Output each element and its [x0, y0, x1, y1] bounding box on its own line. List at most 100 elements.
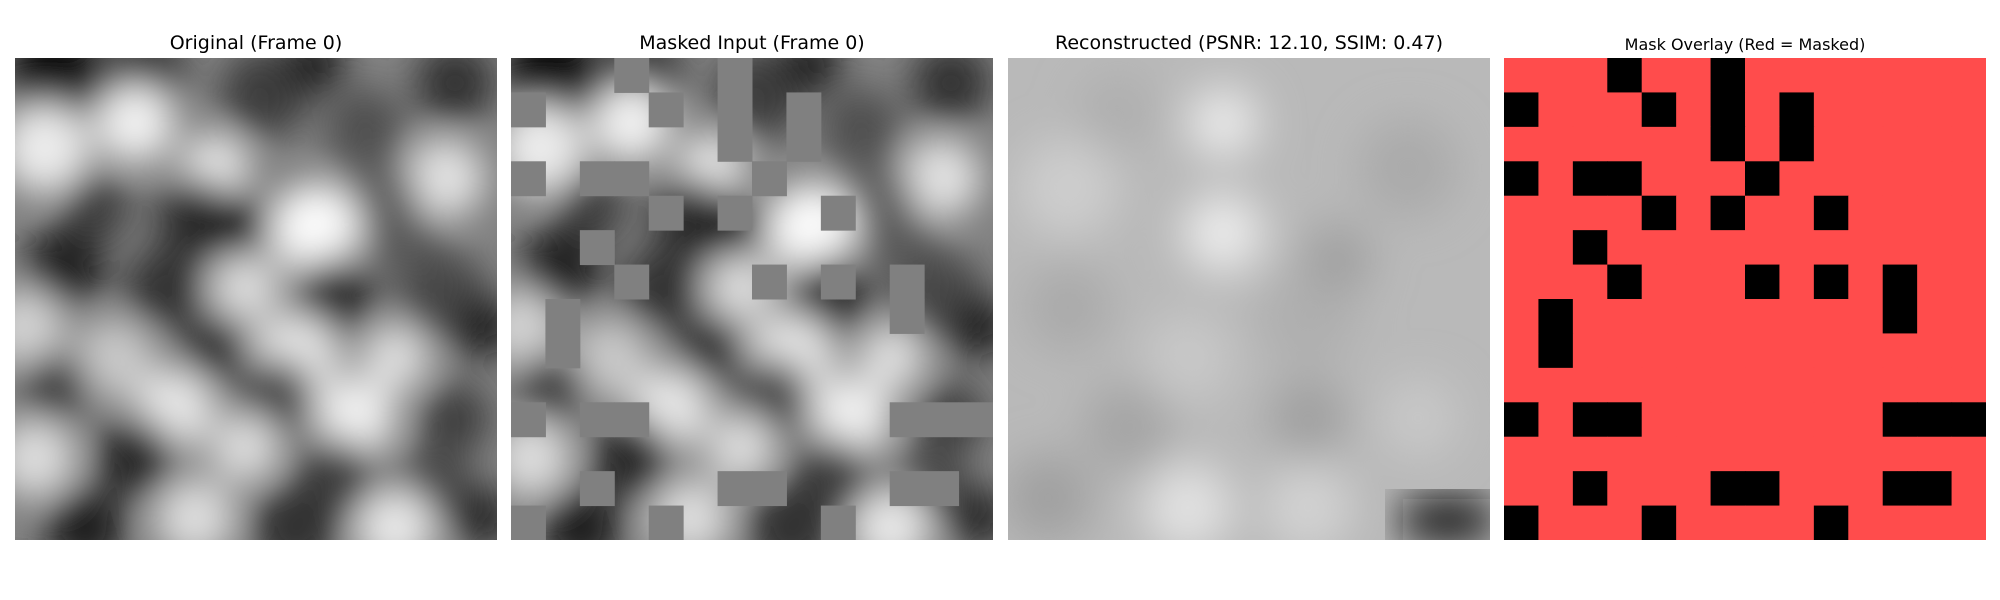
overlay-cell-masked [1538, 230, 1574, 266]
overlay-cell-masked [1607, 471, 1643, 507]
overlay-cell-masked [1951, 367, 1986, 403]
overlay-cell-masked [1676, 333, 1712, 369]
overlay-cell-masked [1676, 92, 1712, 128]
overlay-cell-masked [1641, 367, 1677, 403]
mask-patch [511, 92, 546, 128]
overlay-cell-masked [1504, 471, 1539, 507]
overlay-cell-visible [1745, 471, 1780, 507]
overlay-cell-masked [1813, 299, 1849, 334]
overlay-cell-visible [1538, 299, 1574, 334]
overlay-cell-visible [1572, 402, 1608, 438]
overlay-cell-masked [1951, 471, 1986, 507]
overlay-cell-masked [1745, 92, 1780, 128]
overlay-cell-visible [1813, 195, 1849, 231]
mask-patch [752, 471, 787, 507]
overlay-cell-masked [1607, 505, 1643, 540]
overlay-cell-masked [1538, 161, 1574, 197]
overlay-cell-visible [1504, 402, 1539, 438]
mask-patch [579, 402, 615, 438]
overlay-cell-masked [1538, 471, 1574, 507]
overlay-cell-masked [1538, 58, 1574, 93]
overlay-cell-visible [1710, 58, 1746, 93]
overlay-cell-masked [1848, 402, 1884, 438]
overlay-cell-visible [1572, 161, 1608, 197]
overlay-cell-visible [1882, 471, 1918, 507]
overlay-cell-masked [1572, 299, 1608, 334]
overlay-cell-masked [1641, 471, 1677, 507]
overlay-cell-masked [1538, 505, 1574, 540]
overlay-cell-masked [1917, 436, 1953, 472]
overlay-cell-visible [1641, 505, 1677, 540]
overlay-cell-masked [1745, 126, 1780, 162]
overlay-cell-masked [1917, 126, 1953, 162]
overlay-cell-masked [1676, 161, 1712, 197]
overlay-cell-masked [1504, 58, 1539, 93]
overlay-cell-masked [1710, 230, 1746, 266]
overlay-cell-visible [1779, 126, 1815, 162]
overlay-cell-masked [1572, 92, 1608, 128]
overlay-cell-masked [1710, 333, 1746, 369]
mask-patch [614, 161, 650, 197]
overlay-cell-masked [1951, 436, 1986, 472]
mask-patch [958, 402, 993, 438]
overlay-cell-masked [1848, 58, 1884, 93]
overlay-cell-masked [1710, 436, 1746, 472]
mask-patch [924, 402, 960, 438]
overlay-cell-masked [1917, 264, 1953, 300]
overlay-cell-masked [1951, 230, 1986, 266]
overlay-cell-masked [1779, 436, 1815, 472]
overlay-cell-visible [1813, 264, 1849, 300]
mask-patch [648, 195, 684, 231]
overlay-cell-visible [1917, 471, 1953, 507]
overlay-cell-masked [1676, 126, 1712, 162]
overlay-cell-masked [1848, 367, 1884, 403]
overlay-cell-masked [1848, 333, 1884, 369]
mask-patch [579, 161, 615, 197]
overlay-cell-masked [1504, 299, 1539, 334]
overlay-cell-visible [1745, 264, 1780, 300]
overlay-cell-masked [1504, 367, 1539, 403]
original-image [15, 58, 497, 540]
mask-overlay-image [1504, 58, 1986, 540]
overlay-cell-masked [1848, 126, 1884, 162]
mask-patch [717, 126, 753, 162]
reconstructed-image [1008, 58, 1490, 540]
overlay-cell-masked [1607, 230, 1643, 266]
mask-patch [820, 264, 856, 300]
overlay-cell-masked [1813, 402, 1849, 438]
overlay-cell-visible [1504, 161, 1539, 197]
overlay-cell-masked [1917, 367, 1953, 403]
overlay-cell-masked [1848, 505, 1884, 540]
overlay-cell-visible [1710, 471, 1746, 507]
overlay-cell-masked [1745, 333, 1780, 369]
overlay-cell-masked [1745, 195, 1780, 231]
mask-patch [752, 161, 787, 197]
overlay-cell-masked [1779, 402, 1815, 438]
overlay-cell-masked [1745, 402, 1780, 438]
overlay-cell-masked [1917, 58, 1953, 93]
overlay-cell-masked [1848, 92, 1884, 128]
overlay-cell-masked [1572, 58, 1608, 93]
mask-patch [889, 299, 925, 334]
overlay-cell-masked [1848, 299, 1884, 334]
overlay-cell-masked [1882, 92, 1918, 128]
mask-patch [820, 195, 856, 231]
overlay-cell-masked [1951, 333, 1986, 369]
overlay-cell-masked [1641, 333, 1677, 369]
overlay-cell-masked [1848, 161, 1884, 197]
overlay-cell-masked [1745, 299, 1780, 334]
mask-patch [579, 471, 615, 507]
mask-patch [648, 505, 684, 540]
overlay-cell-masked [1779, 264, 1815, 300]
overlay-cell-masked [1917, 505, 1953, 540]
overlay-cell-masked [1538, 402, 1574, 438]
mask-patch [648, 92, 684, 128]
overlay-cell-masked [1572, 333, 1608, 369]
overlay-cell-masked [1779, 471, 1815, 507]
mask-patch [786, 92, 822, 128]
overlay-cell-masked [1882, 58, 1918, 93]
overlay-cell-masked [1779, 161, 1815, 197]
overlay-cell-masked [1607, 195, 1643, 231]
mask-patch [614, 402, 650, 438]
overlay-cell-masked [1951, 161, 1986, 197]
